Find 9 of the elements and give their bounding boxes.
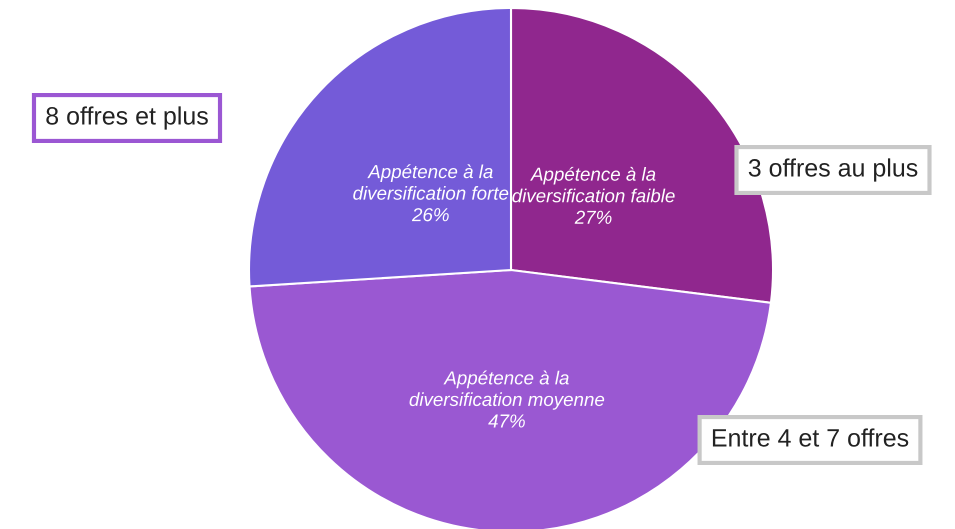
text: 3 offres au plus bbox=[748, 158, 918, 182]
data-label: 47% bbox=[488, 414, 525, 428]
data-label: 26% bbox=[412, 208, 449, 222]
slice-label: Appétence à la diversification forte bbox=[353, 164, 508, 200]
data-label: 27% bbox=[574, 210, 612, 224]
text: Entre 4 et 7 offres bbox=[712, 428, 908, 447]
text: 8 offres et plus bbox=[46, 106, 208, 130]
slice-label: Appétence à la diversification moyenne bbox=[410, 370, 604, 410]
slice-label: Appétence à la diversification faible bbox=[512, 166, 675, 202]
